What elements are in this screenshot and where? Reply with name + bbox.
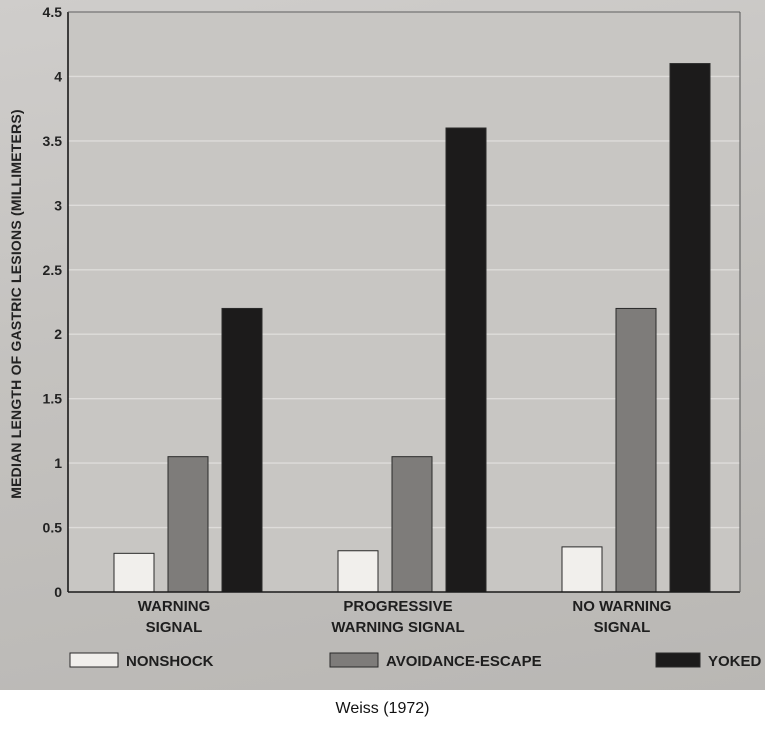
y-tick-label: 2: [54, 326, 62, 342]
category-label: SIGNAL: [594, 619, 651, 636]
legend-label: NONSHOCK: [126, 653, 214, 670]
category-label: WARNING SIGNAL: [331, 619, 464, 636]
legend-swatch-nonshock: [69, 652, 119, 668]
bar-avoidance-escape-1: [391, 456, 433, 593]
category-label: SIGNAL: [146, 619, 203, 636]
y-tick-label: 3: [54, 197, 62, 213]
y-tick-label: 1: [54, 455, 62, 471]
bar-avoidance-escape-2: [615, 307, 657, 593]
y-tick-label: 2.5: [43, 262, 63, 278]
bar-avoidance-escape-0: [167, 456, 209, 593]
figure-caption: Weiss (1972): [335, 700, 430, 717]
y-axis-title: MEDIAN LENGTH OF GASTRIC LESIONS (MILLIM…: [8, 109, 24, 499]
bar-yoked-1: [445, 127, 487, 593]
bar-nonshock-0: [113, 552, 155, 593]
y-tick-label: 0: [54, 584, 62, 600]
bar-yoked-0: [221, 307, 263, 593]
legend-swatch-avoidance-escape: [329, 652, 379, 668]
category-label: WARNING: [138, 598, 211, 615]
bar-yoked-2: [669, 63, 711, 593]
bar-chart: 0 0.5 1 1.5 2 2.5 3 3.5 4 4.5 MEDIAN LENGTH OF GAS…: [8, 4, 762, 670]
y-tick-label: 3.5: [43, 133, 63, 149]
legend-swatch-yoked: [655, 652, 701, 668]
y-tick-label: 4: [54, 68, 62, 84]
category-label: PROGRESSIVE: [343, 598, 452, 615]
y-tick-label: 0.5: [43, 520, 63, 536]
legend-label: AVOIDANCE-ESCAPE: [386, 653, 542, 670]
legend-label: YOKED: [708, 653, 762, 670]
y-tick-label: 1.5: [43, 391, 63, 407]
category-label: NO WARNING: [572, 598, 671, 615]
bar-nonshock-2: [561, 546, 603, 593]
y-tick-label: 4.5: [43, 4, 63, 20]
bar-nonshock-1: [337, 550, 379, 593]
